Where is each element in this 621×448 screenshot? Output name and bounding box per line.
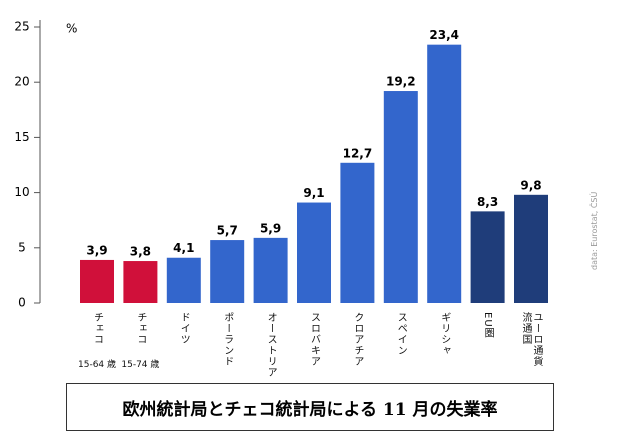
value-label: 3,9 [86,243,107,257]
x-tick-label: チェコ [134,312,146,345]
value-label: 4,1 [173,241,194,255]
sub-label: 15-64 歳 [77,360,117,370]
value-label: 19,2 [386,75,416,89]
x-tick-label: ギリシャ [438,312,450,356]
value-label: 9,1 [303,186,324,200]
x-tick-label: ポーランド [221,312,233,367]
x-tick-label: クロアチア [351,312,363,367]
sub-label: 15-74 歳 [121,360,160,370]
bar [210,240,245,303]
value-label: 8,3 [477,195,498,209]
x-tick-label: スロバキア [308,312,320,367]
x-tick-label: スペイン [395,312,407,356]
bar [253,237,288,303]
bar [166,257,201,303]
bar [470,211,505,303]
y-tick-label: 20 [14,75,29,89]
x-tick-label: EU圏 [482,312,494,339]
value-label: 12,7 [343,146,373,160]
y-unit: % [66,22,77,36]
bar [340,162,375,303]
bar [297,202,331,303]
x-tick-label: チェコ [91,312,103,345]
bar [514,194,548,303]
value-label: 23,4 [429,28,459,42]
bar [383,91,418,303]
y-tick-label: 5 [18,240,26,254]
bar [123,261,158,303]
x-tick-label: ドイツ [178,312,190,345]
x-tick-label: オーストリア [265,312,277,378]
value-label: 5,9 [260,221,281,235]
y-tick-label: 0 [18,296,26,310]
y-tick-label: 10 [14,185,29,199]
value-label: 5,7 [217,224,238,238]
y-tick-label: 15 [14,130,29,144]
value-label: 9,8 [520,178,541,192]
bar [80,259,114,303]
x-tick-label: ユーロ通貨 流通国 [520,312,542,367]
chart-title: 欧州統計局とチェコ統計局による 11 月の失業率 [66,383,554,431]
value-label: 3,8 [130,245,151,259]
y-tick-label: 25 [14,20,29,34]
bar [427,44,462,303]
source: data: Eurostat, ČSÚ [590,191,599,270]
